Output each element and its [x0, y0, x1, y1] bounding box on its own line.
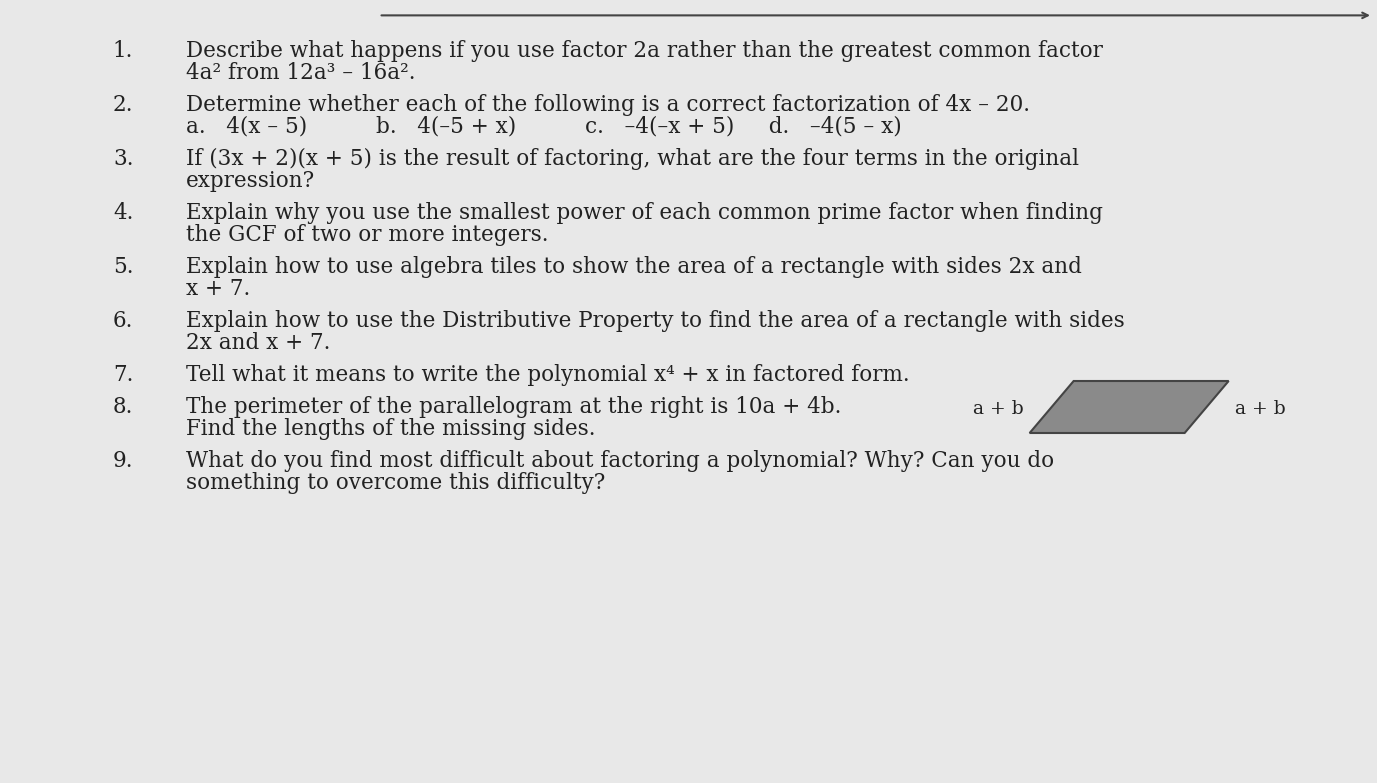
Text: 6.: 6. [113, 310, 134, 332]
Text: Determine whether each of the following is a correct factorization of 4x – 20.: Determine whether each of the following … [186, 94, 1030, 116]
Text: Find the lengths of the missing sides.: Find the lengths of the missing sides. [186, 418, 595, 440]
Text: 8.: 8. [113, 396, 134, 418]
Text: 1.: 1. [113, 40, 134, 62]
Text: Explain how to use algebra tiles to show the area of a rectangle with sides 2x a: Explain how to use algebra tiles to show… [186, 256, 1082, 278]
Text: Tell what it means to write the polynomial x⁴ + x in factored form.: Tell what it means to write the polynomi… [186, 364, 910, 386]
Text: Explain how to use the Distributive Property to find the area of a rectangle wit: Explain how to use the Distributive Prop… [186, 310, 1125, 332]
Text: 5.: 5. [113, 256, 134, 278]
Text: The perimeter of the parallelogram at the right is 10a + 4b.: The perimeter of the parallelogram at th… [186, 396, 841, 418]
Text: 4a² from 12a³ – 16a².: 4a² from 12a³ – 16a². [186, 62, 416, 84]
Text: Explain why you use the smallest power of each common prime factor when finding: Explain why you use the smallest power o… [186, 202, 1103, 224]
Polygon shape [1030, 381, 1228, 433]
Text: something to overcome this difficulty?: something to overcome this difficulty? [186, 472, 605, 494]
Text: x + 7.: x + 7. [186, 278, 251, 300]
Text: Describe what happens if you use factor 2a rather than the greatest common facto: Describe what happens if you use factor … [186, 40, 1103, 62]
Text: 3.: 3. [113, 148, 134, 170]
Text: 7.: 7. [113, 364, 134, 386]
Text: the GCF of two or more integers.: the GCF of two or more integers. [186, 224, 548, 246]
Text: expression?: expression? [186, 170, 315, 192]
Text: 9.: 9. [113, 450, 134, 472]
Text: 4.: 4. [113, 202, 134, 224]
Text: What do you find most difficult about factoring a polynomial? Why? Can you do: What do you find most difficult about fa… [186, 450, 1053, 472]
Text: 2.: 2. [113, 94, 134, 116]
Text: If (3x + 2)(x + 5) is the result of factoring, what are the four terms in the or: If (3x + 2)(x + 5) is the result of fact… [186, 148, 1080, 170]
Text: a + b: a + b [1235, 400, 1285, 418]
Text: a.   4(x – 5)          b.   4(–5 + x)          c.   –4(–x + 5)     d.   –4(5 – x: a. 4(x – 5) b. 4(–5 + x) c. –4(–x + 5) d… [186, 116, 902, 138]
Text: a + b: a + b [974, 400, 1023, 418]
Text: 2x and x + 7.: 2x and x + 7. [186, 332, 330, 354]
